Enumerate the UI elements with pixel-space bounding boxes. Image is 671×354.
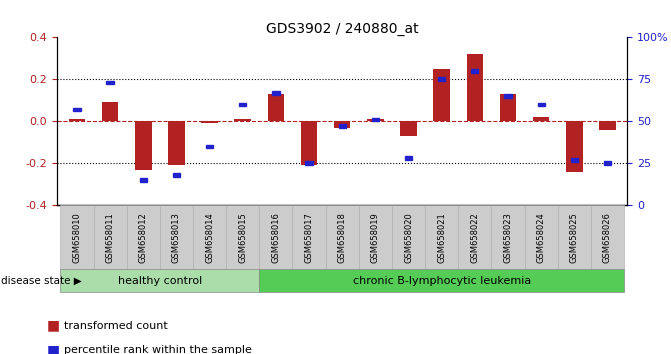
Bar	[604, 161, 611, 165]
Bar	[537, 103, 545, 106]
Bar	[168, 121, 185, 165]
Text: GSM658021: GSM658021	[437, 212, 446, 263]
Bar	[433, 69, 450, 121]
Text: GSM658014: GSM658014	[205, 212, 214, 263]
Text: GSM658013: GSM658013	[172, 212, 181, 263]
Bar	[570, 158, 578, 162]
Text: GSM658020: GSM658020	[404, 212, 413, 263]
Bar	[201, 121, 218, 123]
Text: GSM658016: GSM658016	[271, 212, 280, 263]
Text: disease state ▶: disease state ▶	[1, 275, 81, 286]
Text: GSM658024: GSM658024	[537, 212, 546, 263]
Bar	[334, 121, 350, 127]
Bar	[239, 103, 246, 106]
Text: GSM658025: GSM658025	[570, 212, 579, 263]
Bar	[68, 119, 85, 121]
Bar	[339, 124, 346, 128]
Bar	[73, 108, 81, 112]
Bar	[102, 102, 118, 121]
Bar	[372, 118, 379, 121]
Text: GSM658011: GSM658011	[105, 212, 115, 263]
Bar	[301, 121, 317, 165]
Bar	[505, 94, 512, 98]
Bar	[438, 77, 446, 81]
Bar	[400, 121, 417, 136]
Text: GSM658022: GSM658022	[470, 212, 479, 263]
Text: healthy control: healthy control	[117, 275, 202, 286]
Bar	[140, 178, 147, 182]
Bar	[234, 119, 251, 121]
Title: GDS3902 / 240880_at: GDS3902 / 240880_at	[266, 22, 419, 36]
Bar	[135, 121, 152, 170]
Bar	[367, 119, 384, 121]
Bar	[599, 121, 616, 130]
Text: GSM658017: GSM658017	[305, 212, 313, 263]
Text: transformed count: transformed count	[64, 321, 168, 331]
Bar	[466, 54, 483, 121]
Text: GSM658026: GSM658026	[603, 212, 612, 263]
Bar	[500, 94, 516, 121]
Text: GSM658019: GSM658019	[371, 212, 380, 263]
Bar	[172, 173, 180, 177]
Text: GSM658023: GSM658023	[503, 212, 513, 263]
Bar	[471, 69, 478, 73]
Bar	[107, 81, 114, 85]
Bar	[268, 94, 285, 121]
Bar	[206, 144, 213, 148]
Bar	[566, 121, 582, 172]
Bar	[405, 156, 412, 160]
Text: chronic B-lymphocytic leukemia: chronic B-lymphocytic leukemia	[352, 275, 531, 286]
Bar	[272, 91, 280, 95]
Bar	[533, 117, 550, 121]
Text: GSM658015: GSM658015	[238, 212, 247, 263]
Text: ■: ■	[47, 319, 60, 333]
Text: GSM658018: GSM658018	[338, 212, 347, 263]
Bar	[305, 161, 313, 165]
Text: GSM658012: GSM658012	[139, 212, 148, 263]
Text: percentile rank within the sample: percentile rank within the sample	[64, 346, 252, 354]
Text: ■: ■	[47, 343, 60, 354]
Text: GSM658010: GSM658010	[72, 212, 81, 263]
